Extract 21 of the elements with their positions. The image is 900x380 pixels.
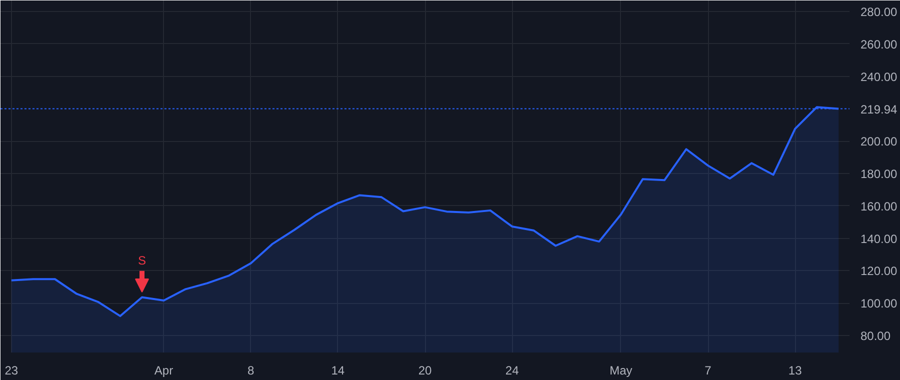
x-tick-label: 24 bbox=[505, 364, 520, 378]
y-tick-label: 180.00 bbox=[860, 167, 898, 182]
y-tick-label: 280.00 bbox=[860, 5, 898, 20]
ref-line-label: 219.94 bbox=[860, 102, 898, 116]
x-tick-label: May bbox=[610, 364, 632, 378]
x-tick-label: 13 bbox=[788, 364, 802, 378]
y-tick-label: 240.00 bbox=[860, 70, 898, 84]
annotation: S bbox=[138, 253, 146, 268]
x-tick-label: Apr bbox=[154, 364, 174, 378]
y-tick-label: 140.00 bbox=[860, 232, 898, 246]
x-tick-label: 8 bbox=[248, 364, 255, 378]
y-tick-label: 160.00 bbox=[860, 199, 898, 214]
y-tick-label: 200.00 bbox=[860, 134, 898, 149]
y-tick-label: 260.00 bbox=[860, 37, 898, 52]
y-tick-label: 120.00 bbox=[860, 264, 898, 278]
x-tick-label: 20 bbox=[418, 364, 432, 378]
x-tick-label: 7 bbox=[704, 364, 712, 378]
x-tick-label: 23 bbox=[4, 364, 18, 378]
x-tick-label: 14 bbox=[331, 364, 345, 378]
y-tick-label: 100.00 bbox=[860, 296, 898, 311]
y-tick-label: 80.00 bbox=[860, 328, 891, 343]
